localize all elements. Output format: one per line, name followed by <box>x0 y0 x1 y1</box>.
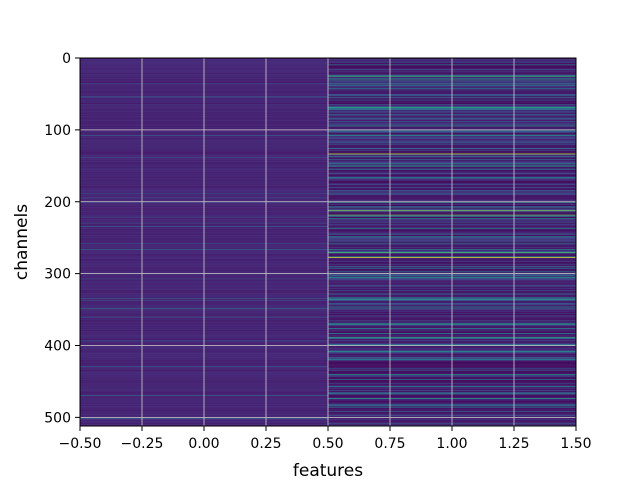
x-axis: −0.50 −0.25 0.00 0.25 0.50 0.75 1.00 1.25 1.50 <box>59 426 592 452</box>
x-tick-label: 0.00 <box>188 436 219 452</box>
x-tick-label: −0.25 <box>121 436 164 452</box>
x-tick-label: 1.00 <box>436 436 467 452</box>
x-axis-label: features <box>293 461 363 480</box>
y-tick-label: 500 <box>44 410 71 426</box>
x-tick-label: 1.50 <box>560 436 591 452</box>
y-tick-label: 100 <box>44 123 71 139</box>
y-tick-label: 200 <box>44 195 71 211</box>
y-tick-label: 300 <box>44 267 71 283</box>
x-tick-label: 0.25 <box>250 436 281 452</box>
x-tick-label: 0.75 <box>374 436 405 452</box>
x-tick-label: 0.50 <box>312 436 343 452</box>
y-tick-label: 0 <box>62 51 71 67</box>
x-tick-label: 1.25 <box>498 436 529 452</box>
x-tick-label: −0.50 <box>59 436 102 452</box>
y-tick-label: 400 <box>44 339 71 355</box>
y-axis: 0 100 200 300 400 500 <box>44 51 80 426</box>
y-axis-label: channels <box>12 204 32 280</box>
